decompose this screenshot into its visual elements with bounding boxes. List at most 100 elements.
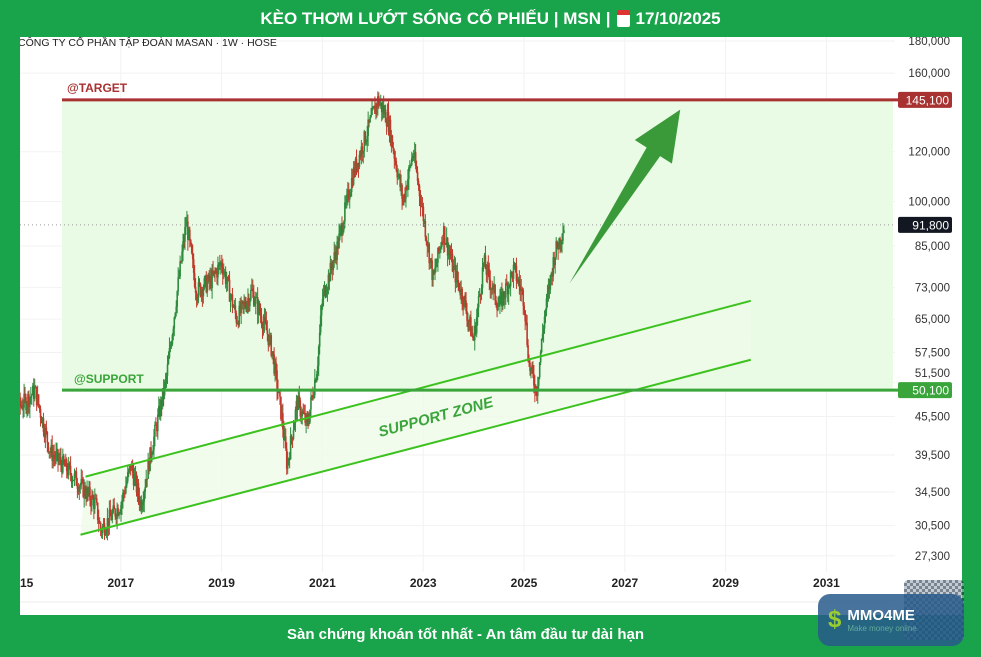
candle-body bbox=[94, 498, 96, 509]
candle-body bbox=[504, 283, 507, 298]
candle-body bbox=[562, 233, 564, 241]
candle-body bbox=[224, 271, 227, 284]
candle-body bbox=[480, 288, 483, 295]
candle-body bbox=[436, 262, 438, 267]
candle-body bbox=[21, 405, 23, 409]
candle-body bbox=[55, 452, 57, 459]
candle-body bbox=[448, 250, 451, 255]
x-tick-label: 2025 bbox=[511, 576, 538, 590]
candle-body bbox=[157, 414, 159, 432]
candle-body bbox=[382, 105, 385, 114]
candle-body bbox=[365, 141, 368, 144]
candle-body bbox=[408, 167, 410, 180]
candle-body bbox=[186, 221, 188, 227]
candle-body bbox=[509, 272, 512, 287]
candle-body bbox=[72, 479, 75, 481]
candle-body bbox=[193, 272, 196, 287]
candle-body bbox=[449, 254, 452, 258]
candle-body bbox=[424, 221, 427, 238]
candle-body bbox=[398, 174, 400, 176]
candle-body bbox=[170, 344, 173, 347]
candle-body bbox=[133, 475, 136, 486]
candle-body bbox=[97, 520, 100, 524]
candle-body bbox=[195, 292, 198, 301]
candle-body bbox=[379, 102, 382, 104]
candle-body bbox=[166, 364, 169, 376]
candle-body bbox=[121, 500, 123, 506]
candle-body bbox=[43, 431, 46, 438]
candle-body bbox=[357, 162, 360, 167]
candle-body bbox=[383, 109, 386, 114]
candle-body bbox=[255, 297, 258, 299]
candle-body bbox=[148, 459, 150, 472]
candle-body bbox=[362, 151, 365, 154]
target-label: @TARGET bbox=[67, 81, 128, 95]
candle-body bbox=[368, 119, 370, 123]
candle-body bbox=[249, 299, 251, 307]
candle-body bbox=[418, 185, 421, 197]
candle-body bbox=[180, 261, 182, 263]
candle-body bbox=[323, 286, 326, 291]
candle-body bbox=[206, 281, 209, 293]
candle-body bbox=[363, 131, 366, 152]
candle-body bbox=[235, 313, 238, 323]
candle-body bbox=[540, 338, 543, 353]
candle-body bbox=[45, 427, 48, 432]
candle-body bbox=[485, 268, 488, 275]
candle-body bbox=[430, 258, 432, 261]
y-tick-label: 27,300 bbox=[915, 551, 950, 563]
candle-body bbox=[123, 492, 125, 494]
candle-body bbox=[212, 270, 214, 274]
candle-body bbox=[423, 221, 426, 223]
candle-body bbox=[288, 458, 291, 460]
candle-body bbox=[164, 378, 167, 383]
candle-body bbox=[31, 385, 34, 395]
candle-body bbox=[331, 267, 334, 271]
price-chart[interactable]: SUPPORT ZONE@TARGET@SUPPORT180,000160,00… bbox=[20, 37, 962, 615]
candle-body bbox=[361, 146, 364, 154]
y-tick-label: 180,000 bbox=[908, 37, 950, 48]
candle-body bbox=[417, 181, 420, 186]
candle-body bbox=[37, 394, 40, 405]
candle-body bbox=[252, 291, 255, 306]
candle-body bbox=[315, 379, 317, 382]
candle-body bbox=[292, 430, 295, 439]
candle-body bbox=[210, 276, 212, 289]
candle-body bbox=[112, 505, 115, 513]
candle-body bbox=[555, 241, 557, 258]
candle-body bbox=[240, 301, 242, 314]
chart-panel[interactable]: SUPPORT ZONE @TARGET @SUPPORT 180,000 160,00… bbox=[20, 37, 962, 615]
candle-body bbox=[484, 255, 487, 269]
candle-body bbox=[333, 252, 336, 262]
candle-body bbox=[165, 375, 168, 379]
candle-body bbox=[307, 420, 309, 424]
candle-body bbox=[317, 346, 320, 366]
candle-body bbox=[426, 241, 429, 247]
calendar-icon bbox=[616, 10, 630, 27]
candle-body bbox=[479, 294, 482, 296]
candle-body bbox=[472, 337, 475, 341]
candle-body bbox=[314, 379, 316, 396]
candle-body bbox=[65, 459, 68, 472]
candle-body bbox=[546, 293, 549, 299]
candle-body bbox=[395, 161, 398, 171]
x-tick-label: 2017 bbox=[107, 576, 134, 590]
candle-body bbox=[192, 259, 195, 273]
candle-body bbox=[413, 152, 416, 158]
candle-body bbox=[89, 487, 91, 501]
candle-body bbox=[342, 229, 344, 235]
chart-title: CÔNG TY CỔ PHẦN TẬP ĐOÀN MASAN · 1W · HO… bbox=[20, 37, 277, 49]
candle-body bbox=[20, 397, 21, 406]
candle-body bbox=[526, 322, 528, 346]
candle-body bbox=[131, 464, 134, 473]
candle-body bbox=[506, 284, 509, 295]
candle-body bbox=[33, 388, 36, 399]
candle-body bbox=[46, 431, 49, 443]
candle-body bbox=[529, 362, 531, 371]
candle-body bbox=[41, 418, 44, 424]
candle-body bbox=[533, 373, 535, 386]
candle-body bbox=[340, 224, 342, 229]
candle-body bbox=[470, 317, 472, 337]
candle-body bbox=[320, 306, 323, 316]
candle-body bbox=[100, 530, 103, 533]
